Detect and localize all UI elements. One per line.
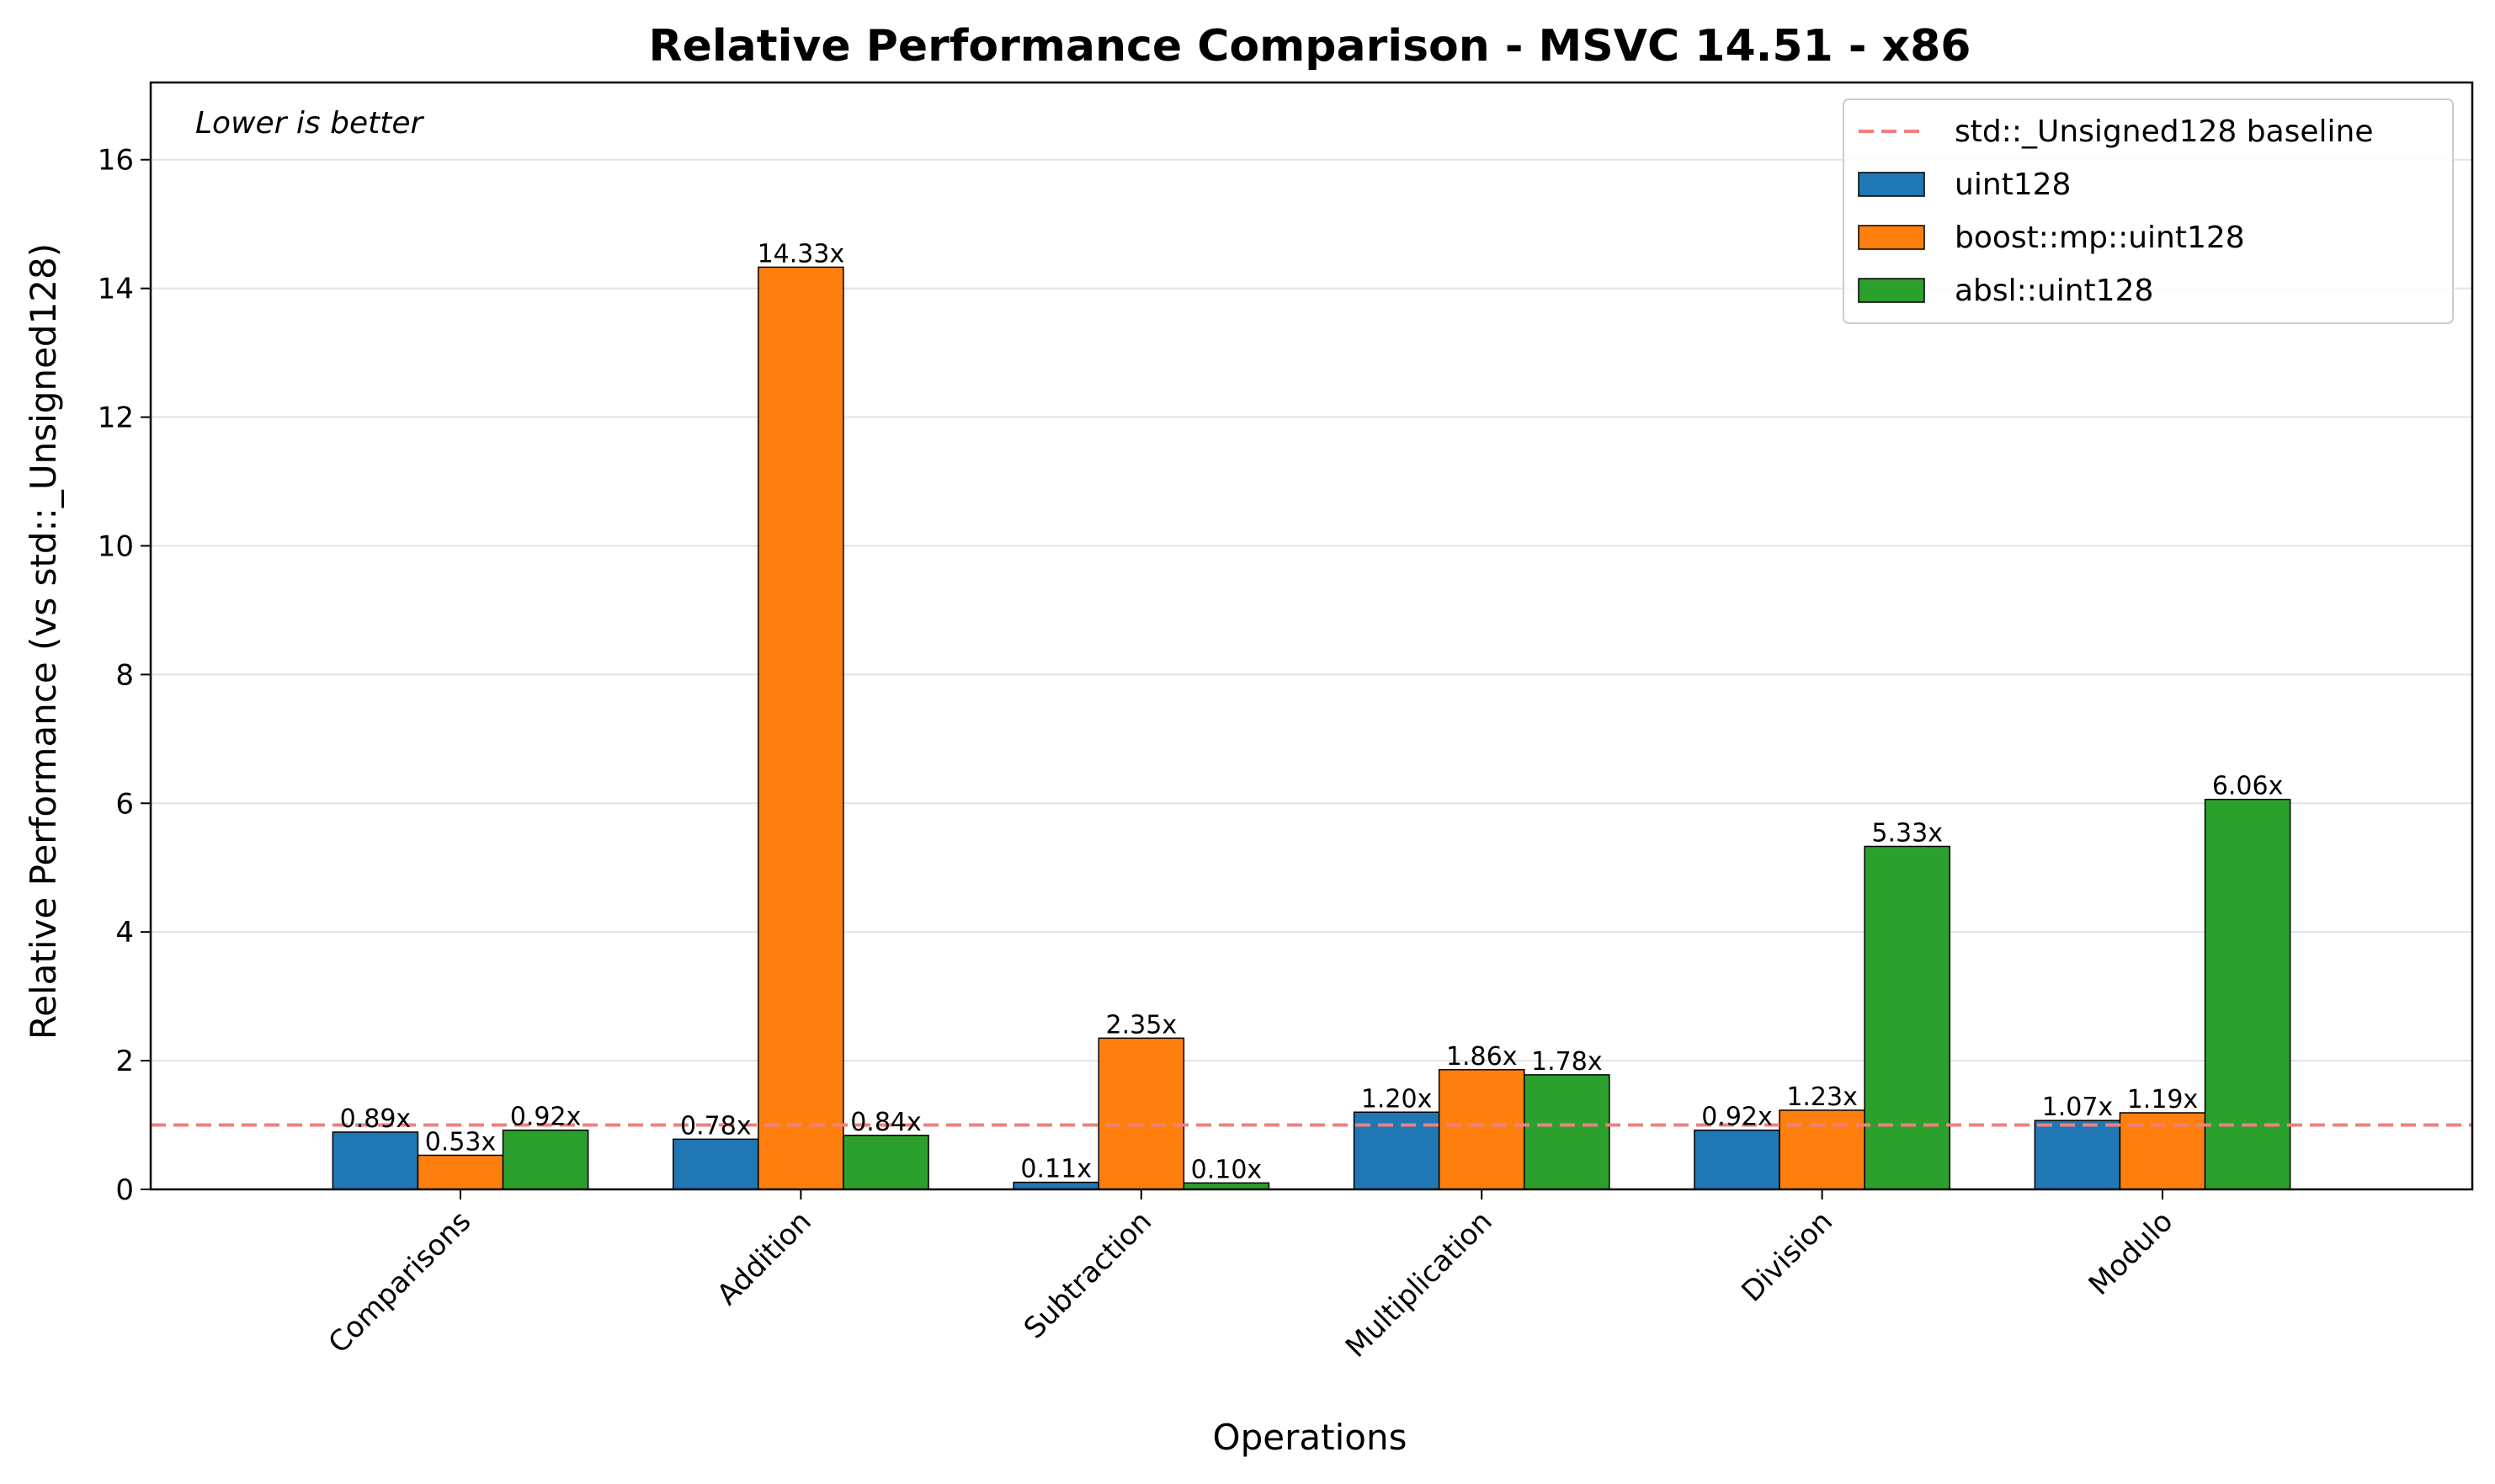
bar-label-0-1: 0.53x	[425, 1127, 497, 1157]
bar-1-0	[673, 1138, 759, 1190]
chart-title: Relative Performance Comparison - MSVC 1…	[649, 21, 1971, 72]
legend-label-1: boost::mp::uint128	[1955, 221, 2245, 255]
bar-label-0-0: 0.89x	[340, 1104, 412, 1134]
bars	[332, 266, 2291, 1190]
bar-2-1	[1098, 1037, 1185, 1190]
bar-label-4-2: 5.33x	[1871, 819, 1943, 848]
legend-label-baseline: std::_Unsigned128 baseline	[1955, 114, 2374, 149]
bar-0-0	[332, 1131, 419, 1190]
legend-label-2: absl::uint128	[1955, 274, 2153, 308]
bar-4-0	[1694, 1129, 1780, 1190]
y-tick-label-0: 0	[115, 1173, 134, 1207]
bar-label-3-2: 1.78x	[1531, 1047, 1603, 1077]
legend-label-0: uint128	[1955, 168, 2071, 202]
bar-label-3-0: 1.20x	[1361, 1084, 1433, 1114]
y-axis-label: Relative Performance (vs std::_Unsigned1…	[23, 243, 64, 1040]
bar-label-2-0: 0.11x	[1020, 1155, 1092, 1184]
bar-label-1-1: 14.33x	[758, 239, 845, 269]
legend-swatch-0	[1858, 172, 1925, 197]
bar-label-5-1: 1.19x	[2127, 1085, 2199, 1114]
legend-swatch-2	[1858, 278, 1925, 303]
legend-box	[1843, 98, 2454, 324]
y-tick-label-6: 12	[98, 402, 134, 435]
y-tick-label-3: 6	[115, 787, 134, 821]
grid-lines	[151, 158, 2472, 1062]
x-tick-label-4: Division	[1735, 1205, 1839, 1309]
bar-label-2-1: 2.35x	[1106, 1010, 1178, 1040]
annotation-lower-is-better: Lower is better	[195, 106, 424, 141]
x-tick-label-3: Multiplication	[1339, 1205, 1499, 1364]
bar-label-4-1: 1.23x	[1786, 1082, 1858, 1112]
y-axis: 0 2 4 6 8 10 12 14 16	[98, 144, 151, 1207]
bar-0-1	[417, 1154, 504, 1190]
x-axis: Comparisons Addition Subtraction Multiplica…	[322, 1189, 2180, 1364]
y-tick-label-4: 8	[115, 658, 134, 692]
bar-0-2	[502, 1129, 589, 1190]
bar-3-2	[1523, 1074, 1610, 1190]
x-tick-label-5: Modulo	[2083, 1205, 2180, 1302]
legend: std::_Unsigned128 baselineuint128boost::…	[1843, 98, 2454, 324]
legend-swatch-1	[1858, 225, 1925, 250]
y-tick-label-8: 16	[98, 144, 134, 178]
y-tick-label-7: 14	[98, 273, 134, 306]
bar-5-0	[2034, 1120, 2121, 1190]
bar-label-5-2: 6.06x	[2212, 772, 2284, 801]
bar-1-2	[843, 1135, 929, 1190]
bar-label-3-1: 1.86x	[1446, 1042, 1518, 1072]
x-tick-label-0: Comparisons	[322, 1205, 478, 1360]
x-axis-label: Operations	[1213, 1417, 1407, 1458]
bar-label-0-2: 0.92x	[510, 1103, 582, 1132]
bar-label-2-2: 0.10x	[1191, 1155, 1263, 1184]
plot-frame	[149, 81, 2474, 1191]
bar-5-2	[2204, 798, 2291, 1190]
y-tick-label-1: 2	[115, 1045, 134, 1078]
bar-3-1	[1438, 1069, 1525, 1190]
bar-label-4-0: 0.92x	[1701, 1103, 1773, 1132]
y-tick-label-2: 4	[115, 916, 134, 949]
bar-label-1-2: 0.84x	[850, 1108, 922, 1137]
bar-labels: 0.89x 0.53x 0.92x 0.78x 14.33x 0.84x 0.11x 2.35…	[340, 239, 2284, 1184]
y-tick-label-5: 10	[98, 529, 134, 563]
bar-label-1-0: 0.78x	[680, 1111, 752, 1141]
bar-label-5-0: 1.07x	[2042, 1093, 2114, 1122]
bar-4-2	[1864, 845, 1950, 1190]
bar-1-1	[758, 266, 844, 1190]
x-tick-label-1: Addition	[710, 1205, 818, 1312]
x-tick-label-2: Subtraction	[1018, 1205, 1158, 1345]
bar-4-1	[1779, 1109, 1865, 1190]
